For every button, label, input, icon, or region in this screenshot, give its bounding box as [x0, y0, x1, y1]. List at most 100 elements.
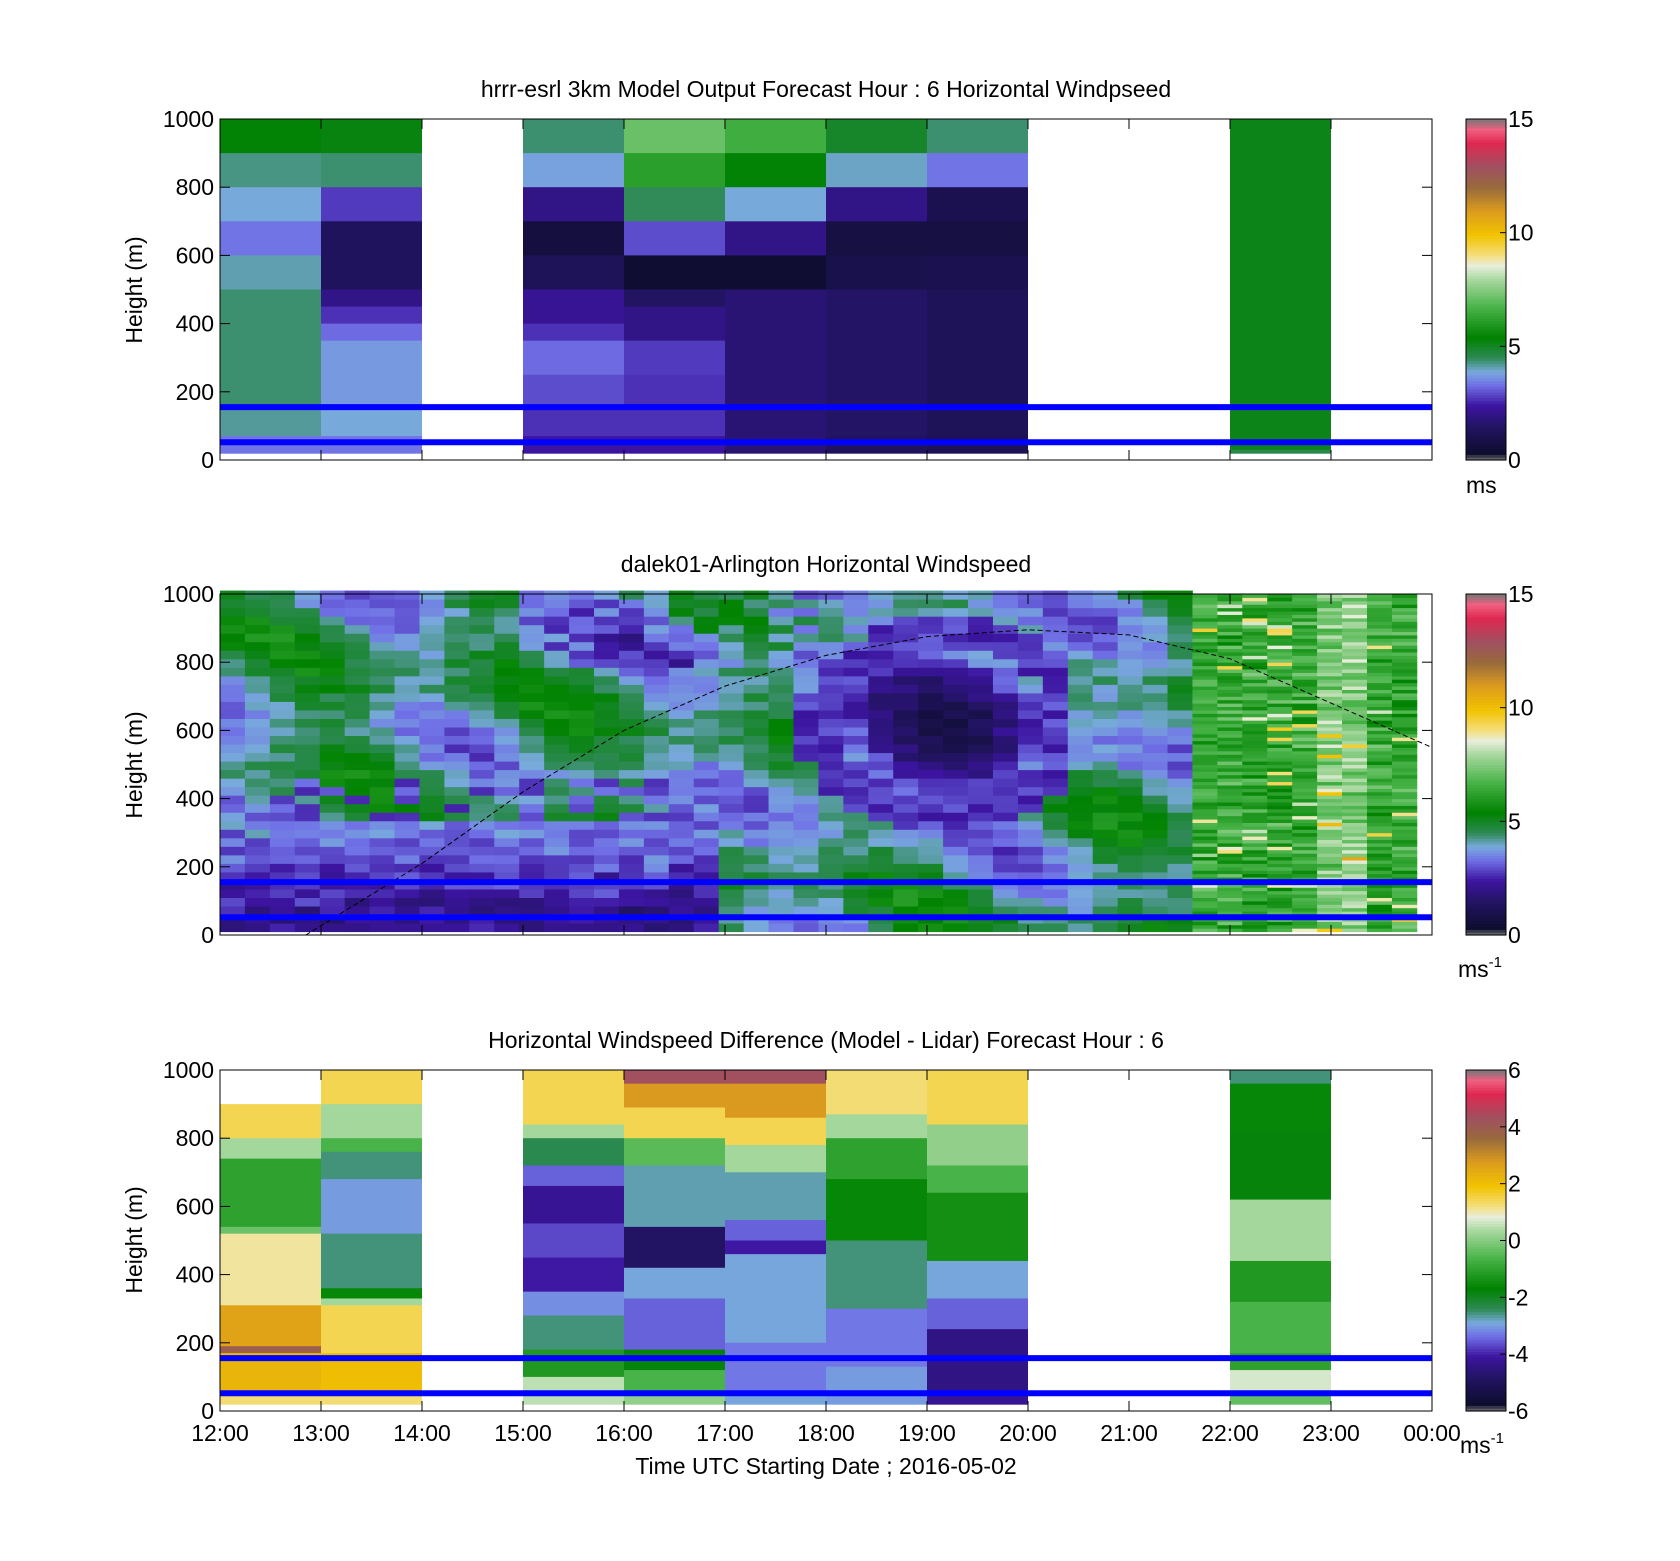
- heatmap-cell: [1017, 599, 1044, 609]
- heatmap-cell: [419, 701, 445, 711]
- heatmap-cell: [1317, 771, 1343, 776]
- heatmap-cell: [1217, 832, 1243, 837]
- heatmap-cell: [523, 1138, 624, 1166]
- heatmap-cell: [1317, 778, 1343, 783]
- heatmap-cell: [1067, 684, 1094, 694]
- heatmap-cell: [718, 778, 745, 788]
- heatmap-cell: [1342, 723, 1368, 728]
- heatmap-cell: [1342, 747, 1368, 752]
- heatmap-cell: [868, 684, 894, 694]
- colorbar-swatch: [1466, 1320, 1506, 1324]
- heatmap-cell: [544, 769, 570, 779]
- heatmap-cell: [494, 599, 520, 609]
- heatmap-cell: [1292, 703, 1318, 708]
- colorbar-swatch: [1466, 616, 1506, 621]
- heatmap-cell: [1267, 638, 1293, 643]
- heatmap-cell: [1192, 771, 1218, 776]
- colorbar-swatch: [1466, 596, 1506, 601]
- heatmap-cell: [1042, 641, 1069, 651]
- heatmap-cell: [469, 718, 495, 728]
- heatmap-cell: [1017, 871, 1044, 881]
- heatmap-cell: [1117, 769, 1143, 779]
- heatmap-cell: [793, 726, 819, 737]
- heatmap-cell: [1117, 846, 1143, 856]
- heatmap-cell: [1342, 614, 1368, 619]
- heatmap-cell: [369, 795, 395, 805]
- x-tick-label: 14:00: [393, 1420, 451, 1446]
- heatmap-cell: [718, 854, 745, 864]
- heatmap-cell: [1192, 791, 1218, 796]
- heatmap-cell: [943, 795, 969, 805]
- heatmap-cell: [793, 675, 819, 685]
- heatmap-cell: [1317, 788, 1343, 793]
- colorbar-swatch: [1466, 357, 1506, 362]
- heatmap-cell: [1042, 701, 1069, 711]
- heatmap-cell: [1217, 699, 1243, 704]
- heatmap-cell: [826, 119, 927, 154]
- heatmap-cell: [1366, 900, 1393, 905]
- colorbar-swatch: [1466, 844, 1506, 848]
- heatmap-cell: [344, 718, 370, 728]
- heatmap-cell: [725, 1172, 826, 1221]
- heatmap-cell: [1217, 863, 1243, 868]
- heatmap-cell: [668, 624, 695, 634]
- heatmap-cell: [1042, 897, 1069, 907]
- heatmap-cell: [1292, 761, 1318, 765]
- heatmap-cell: [1317, 600, 1343, 605]
- heatmap-cell: [1366, 856, 1393, 861]
- heatmap-cell: [1391, 658, 1418, 663]
- heatmap-cell: [1167, 863, 1193, 873]
- heatmap-cell: [1217, 634, 1243, 639]
- colorbar-swatch: [1466, 1251, 1506, 1256]
- heatmap-cell: [594, 837, 620, 847]
- heatmap-cell: [519, 599, 545, 609]
- heatmap-cell: [668, 599, 695, 609]
- heatmap-cell: [725, 1342, 826, 1392]
- heatmap-cell: [469, 675, 495, 685]
- x-tick-label: 15:00: [494, 1420, 552, 1446]
- heatmap-cell: [1292, 679, 1318, 684]
- heatmap-cell: [618, 616, 645, 626]
- heatmap-cell: [793, 795, 819, 805]
- heatmap-cell: [1366, 703, 1393, 708]
- heatmap-cell: [1342, 877, 1368, 881]
- colorbar-swatch: [1466, 665, 1506, 669]
- heatmap-cell: [643, 675, 670, 685]
- heatmap-cell: [1167, 820, 1193, 830]
- heatmap-cell: [1017, 633, 1044, 643]
- heatmap-cell: [394, 701, 420, 711]
- heatmap-cell: [1267, 597, 1293, 602]
- heatmap-cell: [1217, 771, 1243, 776]
- heatmap-cell: [1092, 658, 1119, 668]
- heatmap-cell: [793, 906, 819, 916]
- heatmap-cell: [444, 735, 470, 745]
- heatmap-cell: [1317, 904, 1343, 909]
- heatmap-cell: [319, 829, 346, 839]
- heatmap-cell: [1317, 692, 1343, 697]
- heatmap-cell: [893, 752, 919, 762]
- heatmap-cell: [843, 812, 869, 822]
- heatmap-cell: [319, 812, 346, 822]
- colorbar-swatch: [1466, 1075, 1506, 1080]
- colorbar-tick-label: 5: [1508, 333, 1521, 359]
- colorbar-swatch: [1466, 602, 1506, 606]
- heatmap-cell: [1267, 890, 1293, 895]
- heatmap-cell: [1317, 709, 1343, 714]
- heatmap-cell: [269, 923, 296, 933]
- heatmap-cell: [369, 812, 395, 822]
- colorbar-swatch: [1466, 300, 1506, 305]
- heatmap-cell: [1267, 631, 1293, 636]
- heatmap-cell: [1342, 767, 1368, 772]
- heatmap-cell: [344, 658, 370, 668]
- heatmap-cell: [419, 795, 445, 805]
- heatmap-cell: [943, 888, 969, 898]
- heatmap-cell: [1366, 631, 1393, 636]
- heatmap-cell: [1242, 713, 1268, 718]
- heatmap-cell: [1242, 767, 1268, 772]
- heatmap-cell: [843, 795, 869, 805]
- heatmap-cell: [693, 786, 720, 796]
- heatmap-cell: [321, 289, 422, 308]
- heatmap-cell: [494, 837, 520, 847]
- heatmap-cell: [494, 854, 520, 864]
